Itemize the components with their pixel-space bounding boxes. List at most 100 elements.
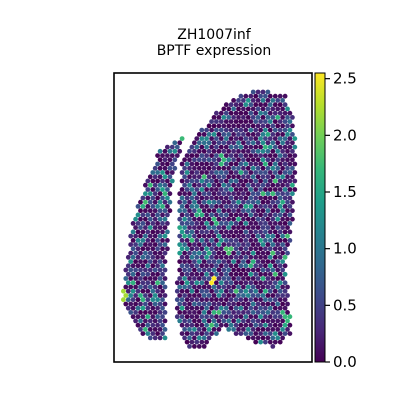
- spot: [228, 254, 234, 260]
- spot: [150, 305, 156, 311]
- spot: [123, 293, 129, 298]
- spot: [140, 314, 146, 320]
- spot: [250, 123, 256, 129]
- spot: [236, 157, 241, 163]
- spot: [204, 221, 210, 226]
- spot: [160, 187, 165, 192]
- spot: [206, 199, 212, 205]
- spot: [272, 229, 278, 235]
- spot: [216, 157, 222, 163]
- spot: [187, 216, 192, 222]
- spot: [243, 288, 249, 294]
- spot: [128, 310, 134, 315]
- spot: [130, 254, 136, 260]
- spot: [125, 288, 131, 294]
- spot: [221, 174, 227, 180]
- axes-frame: [113, 72, 313, 363]
- spot: [155, 187, 161, 192]
- spot: [160, 178, 165, 184]
- spot: [287, 331, 293, 336]
- spot: [140, 212, 146, 218]
- spot: [194, 280, 200, 286]
- spot: [177, 242, 183, 248]
- spot: [236, 301, 241, 307]
- spot: [143, 208, 148, 214]
- spot: [255, 182, 261, 188]
- spot: [238, 271, 244, 277]
- spot: [250, 157, 256, 163]
- spot: [231, 267, 237, 273]
- spot: [280, 284, 285, 290]
- spot: [155, 229, 161, 235]
- spot: [241, 216, 246, 222]
- spot: [265, 225, 271, 231]
- spot: [258, 153, 263, 159]
- spot: [211, 233, 217, 239]
- spot: [272, 238, 278, 243]
- spot: [133, 301, 139, 307]
- spot: [285, 216, 290, 222]
- spot: [290, 199, 295, 205]
- spot: [194, 288, 200, 294]
- spot: [248, 288, 254, 294]
- spot: [201, 327, 207, 332]
- spot: [123, 276, 129, 281]
- spot: [248, 229, 254, 235]
- spot: [233, 305, 239, 311]
- spot: [223, 271, 229, 277]
- spot: [206, 250, 212, 256]
- spot: [250, 284, 256, 290]
- spot: [187, 191, 192, 197]
- spot: [260, 335, 266, 341]
- spot: [258, 187, 263, 192]
- spot: [204, 136, 210, 142]
- spot: [223, 119, 229, 124]
- spot: [292, 153, 298, 159]
- spot: [236, 318, 241, 324]
- spot: [209, 127, 215, 133]
- spot: [253, 178, 259, 184]
- spot: [147, 208, 153, 214]
- spot: [255, 242, 261, 248]
- spot: [265, 276, 271, 281]
- spot: [147, 301, 153, 307]
- spot: [226, 199, 232, 205]
- spot: [182, 157, 188, 163]
- colorbar-tick-label: 1.5: [333, 183, 357, 201]
- spot: [162, 242, 168, 248]
- spot: [280, 157, 285, 163]
- spot: [243, 170, 249, 175]
- spot: [272, 110, 278, 116]
- spot: [196, 318, 202, 324]
- spot: [206, 318, 212, 324]
- spot: [282, 246, 288, 252]
- spot: [263, 314, 268, 320]
- spot: [145, 254, 151, 260]
- spot: [233, 153, 239, 159]
- spot: [189, 187, 195, 192]
- spot: [241, 106, 246, 112]
- spot: [263, 229, 268, 235]
- spot: [280, 115, 285, 120]
- spot: [128, 284, 134, 290]
- spot: [214, 110, 219, 116]
- spot: [174, 153, 180, 159]
- spot: [204, 153, 210, 159]
- spot: [233, 263, 239, 269]
- spot: [282, 127, 288, 133]
- spot: [125, 280, 131, 286]
- spot: [263, 110, 268, 116]
- spot: [157, 182, 163, 188]
- spot: [287, 153, 293, 159]
- spot: [270, 182, 276, 188]
- spot: [236, 293, 241, 298]
- spot: [285, 242, 290, 248]
- spot: [145, 331, 151, 336]
- spot: [147, 174, 153, 180]
- spot: [155, 204, 161, 209]
- spot: [267, 322, 273, 328]
- spot: [221, 182, 227, 188]
- spot: [263, 93, 268, 99]
- spot: [270, 174, 276, 180]
- spot: [189, 229, 195, 235]
